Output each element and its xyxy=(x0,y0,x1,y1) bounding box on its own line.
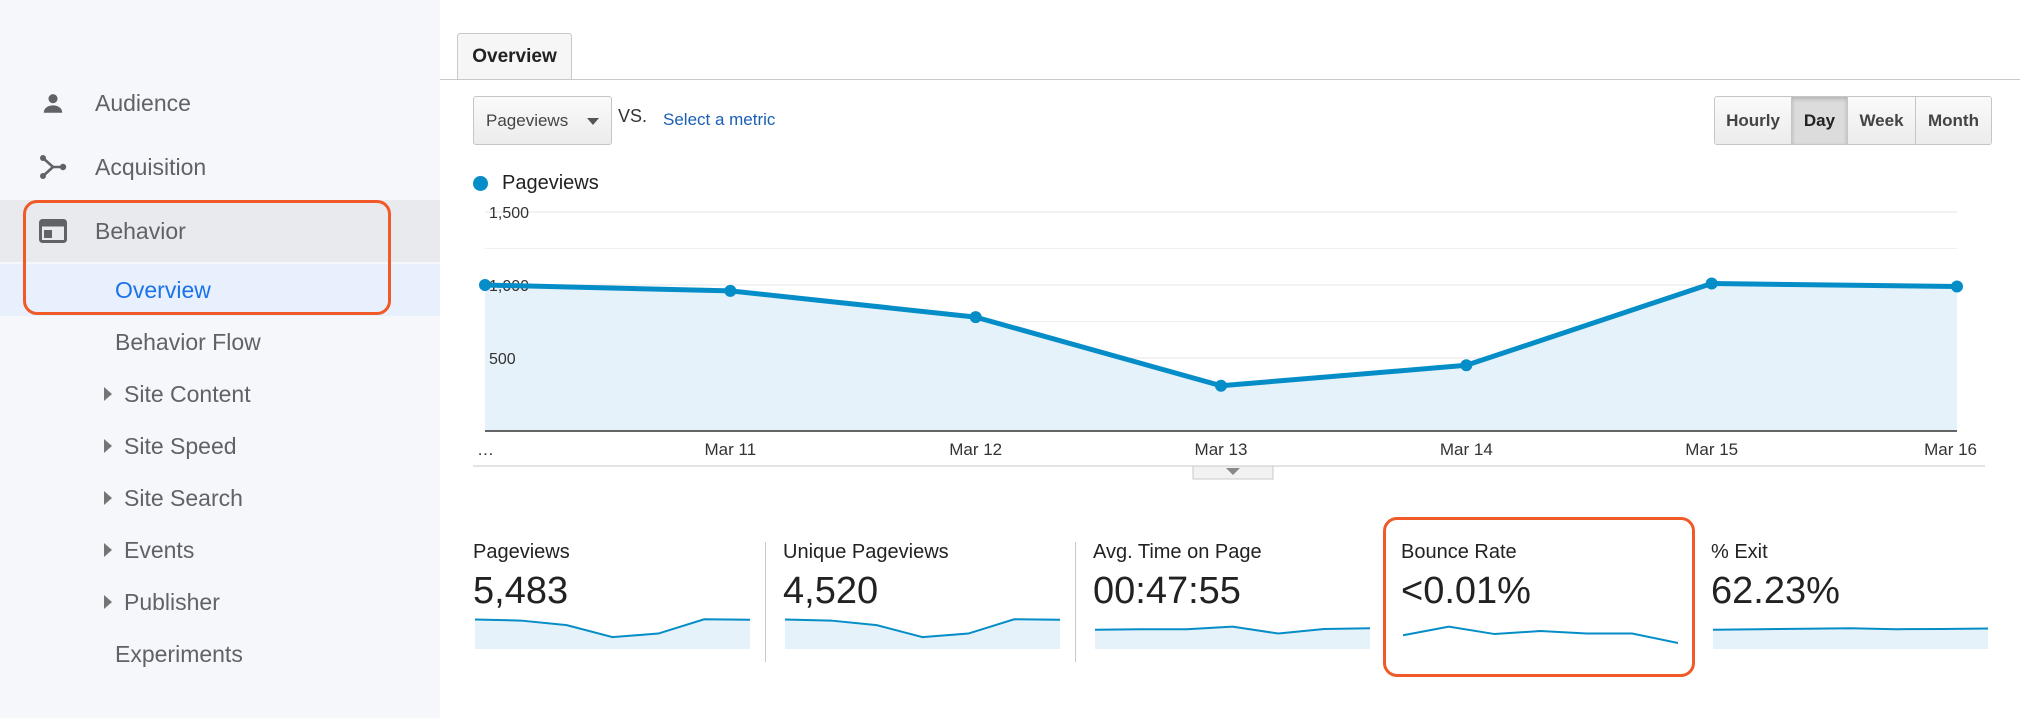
sparkline-line xyxy=(1403,625,1678,644)
sidebar-item-publisher[interactable]: Publisher xyxy=(0,576,440,628)
y-tick-label: 1,500 xyxy=(489,205,529,222)
tab-divider xyxy=(440,79,2020,80)
data-point xyxy=(1460,359,1473,372)
scorecard-exit[interactable]: % Exit 62.23% xyxy=(1711,537,1991,677)
sidebar-item-behavior-flow[interactable]: Behavior Flow xyxy=(0,316,440,368)
week-button[interactable]: Week xyxy=(1848,97,1916,144)
data-point xyxy=(479,279,491,291)
sidebar-item-label: Acquisition xyxy=(95,153,207,180)
sidebar-item-label: Site Speed xyxy=(124,432,237,459)
expand-triangle-icon xyxy=(104,439,112,453)
data-point xyxy=(969,311,982,324)
x-tick-label: Mar 14 xyxy=(1440,440,1493,459)
acquisition-icon xyxy=(36,150,70,184)
data-point xyxy=(724,284,737,297)
scorecard-avg-time-on-page[interactable]: Avg. Time on Page 00:47:55 xyxy=(1093,537,1373,677)
vs-label: VS. xyxy=(618,106,648,126)
scorecard-value: <0.01% xyxy=(1401,570,1531,612)
sparkline-fill xyxy=(475,619,750,649)
x-tick-label: Mar 16 xyxy=(1924,440,1977,459)
legend-label: Pageviews xyxy=(502,172,599,194)
scorecard-value: 5,483 xyxy=(473,570,569,612)
metric-select[interactable]: Pageviews xyxy=(473,96,612,145)
sidebar-item-label: Site Search xyxy=(124,484,243,511)
scorecard-divider xyxy=(765,542,766,662)
sidebar-item-label: Events xyxy=(124,536,195,563)
sidebar-item-label: Behavior xyxy=(95,217,186,244)
chevron-down-icon xyxy=(587,118,599,125)
sparkline-line xyxy=(785,618,1060,639)
granularity-toggle: Hourly Day Week Month xyxy=(1714,96,1992,145)
expand-triangle-icon xyxy=(104,543,112,557)
sidebar-item-label: Site Content xyxy=(124,380,251,407)
sparkline xyxy=(1095,625,1370,649)
sparkline-line xyxy=(475,618,750,639)
area-fill xyxy=(485,283,1957,431)
person-icon xyxy=(36,86,70,120)
sidebar-item-experiments[interactable]: Experiments xyxy=(0,628,440,680)
scorecard-name: Pageviews xyxy=(473,541,570,563)
sidebar-item-behavior[interactable]: Behavior xyxy=(0,200,440,262)
scorecard-name: % Exit xyxy=(1711,541,1768,563)
select-metric-link[interactable]: Select a metric xyxy=(663,110,776,129)
main-panel: Overview Pageviews VS. Select a metric H… xyxy=(440,0,2020,718)
expand-triangle-icon xyxy=(104,491,112,505)
sparkline-fill xyxy=(785,619,1060,649)
sidebar-item-site-search[interactable]: Site Search xyxy=(0,472,440,524)
sparkline xyxy=(1713,627,1988,649)
scorecard-name: Unique Pageviews xyxy=(783,541,949,563)
x-tick-label: Mar 11 xyxy=(705,440,757,459)
sparkline xyxy=(785,618,1060,649)
sidebar-item-label: Overview xyxy=(115,276,211,303)
scorecard-name: Bounce Rate xyxy=(1401,541,1517,563)
sidebar-item-label: Behavior Flow xyxy=(115,328,261,355)
expand-triangle-icon xyxy=(104,595,112,609)
sparkline xyxy=(1403,625,1678,644)
sidebar-item-audience[interactable]: Audience xyxy=(0,72,440,134)
scorecard-value: 62.23% xyxy=(1711,570,1840,612)
sparkline-line xyxy=(1713,627,1988,631)
sparkline-line xyxy=(1095,625,1370,635)
metric-select-value: Pageviews xyxy=(486,110,569,130)
legend-dot xyxy=(473,176,488,191)
scorecard-pageviews[interactable]: Pageviews 5,483 xyxy=(473,537,753,677)
scorecard-value: 4,520 xyxy=(783,570,879,612)
tab-overview[interactable]: Overview xyxy=(457,33,572,80)
x-tick-label: Mar 13 xyxy=(1195,440,1248,459)
sparkline xyxy=(475,618,750,649)
x-tick-label: Mar 15 xyxy=(1685,440,1738,459)
data-point xyxy=(1951,280,1963,293)
y-tick-label: 500 xyxy=(489,351,516,368)
month-button[interactable]: Month xyxy=(1916,97,1991,144)
x-tick-label: … xyxy=(477,440,494,459)
scorecard-divider xyxy=(1075,542,1076,662)
x-tick-label: Mar 12 xyxy=(949,440,1002,459)
sidebar-item-acquisition[interactable]: Acquisition xyxy=(0,136,440,198)
scorecard-name: Avg. Time on Page xyxy=(1093,541,1262,563)
behavior-icon xyxy=(36,214,70,248)
sparkline-fill xyxy=(1713,628,1988,649)
data-point xyxy=(1215,379,1227,392)
day-button[interactable]: Day xyxy=(1792,97,1848,144)
sidebar-item-overview[interactable]: Overview xyxy=(0,264,440,316)
scorecard-bounce-rate[interactable]: Bounce Rate <0.01% xyxy=(1401,537,1681,677)
scorecard-unique-pageviews[interactable]: Unique Pageviews 4,520 xyxy=(783,537,1063,677)
sidebar-item-label: Publisher xyxy=(124,588,220,615)
sidebar-item-events[interactable]: Events xyxy=(0,524,440,576)
chart-legend: Pageviews xyxy=(473,172,599,195)
chevron-down-icon xyxy=(1226,468,1240,475)
data-point xyxy=(1705,277,1718,290)
expand-triangle-icon xyxy=(104,387,112,401)
scorecard-value: 00:47:55 xyxy=(1093,570,1241,612)
sidebar-item-site-content[interactable]: Site Content xyxy=(0,368,440,420)
sidebar-item-label: Experiments xyxy=(115,640,243,667)
sidebar-item-label: Audience xyxy=(95,89,191,116)
hourly-button[interactable]: Hourly xyxy=(1715,97,1792,144)
sidebar: Audience Acquisition Behavior Overview B… xyxy=(0,0,440,718)
sidebar-item-site-speed[interactable]: Site Speed xyxy=(0,420,440,472)
